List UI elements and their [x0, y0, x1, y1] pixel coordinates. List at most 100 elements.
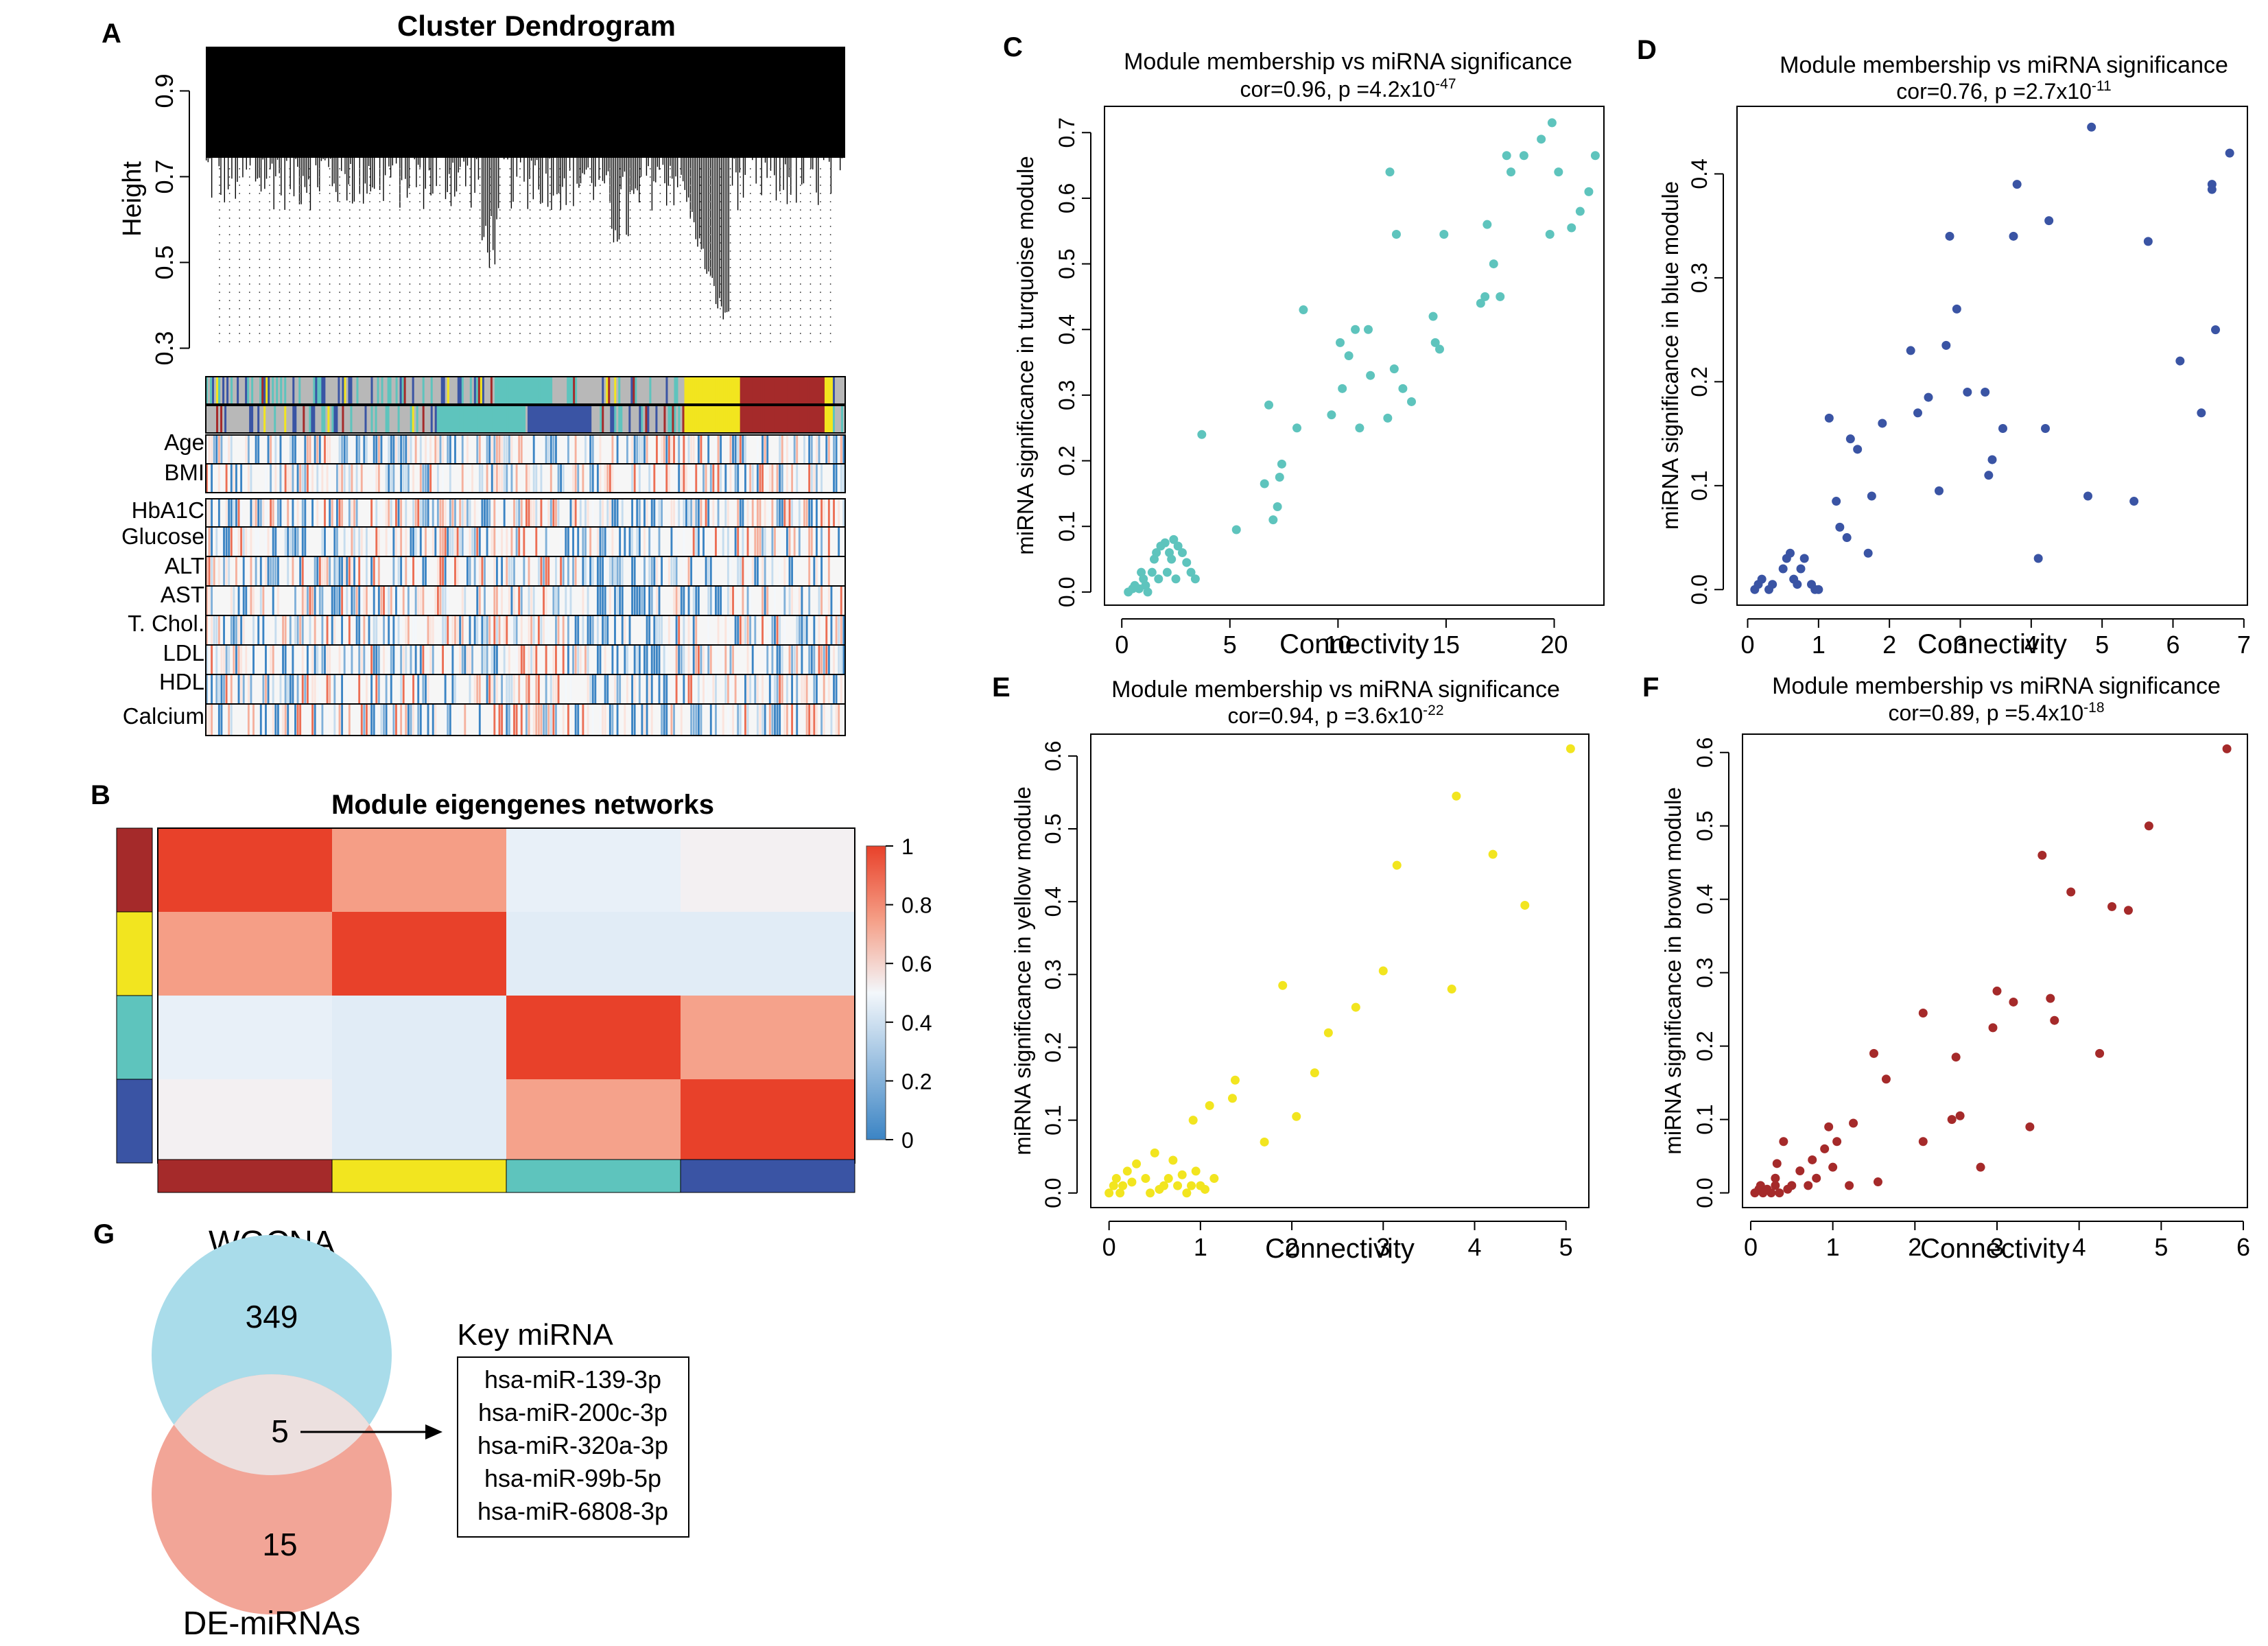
- module-color-cell: [473, 405, 477, 433]
- data-point: [2066, 887, 2076, 897]
- trait-cell: [259, 556, 262, 586]
- trait-cell: [759, 499, 761, 527]
- trait-cell: [540, 464, 543, 493]
- data-point: [1127, 1177, 1137, 1187]
- data-point: [1575, 207, 1585, 216]
- module-color-cell: [323, 377, 326, 404]
- module-color-cell: [795, 377, 799, 404]
- trait-cell: [284, 645, 287, 674]
- module-color-cell: [405, 405, 409, 433]
- trait-cell: [638, 704, 641, 736]
- trait-cell: [611, 645, 614, 674]
- trait-cell: [715, 586, 717, 615]
- trait-cell: [274, 435, 277, 464]
- trait-cell: [442, 645, 444, 674]
- data-point: [1808, 1155, 1817, 1164]
- trait-cell: [633, 586, 636, 615]
- trait-cell: [442, 435, 444, 464]
- trait-cell: [709, 586, 712, 615]
- trait-cell: [321, 586, 324, 615]
- trait-cell: [582, 464, 584, 493]
- module-color-cell: [692, 377, 696, 404]
- trait-cell: [294, 527, 296, 556]
- trait-cell: [326, 435, 329, 464]
- trait-cell: [301, 527, 304, 556]
- module-color-cell: [445, 405, 448, 433]
- trait-cell: [476, 435, 479, 464]
- trait-cell: [840, 615, 842, 645]
- key-mirna-item: hsa-miR-99b-5p: [484, 1464, 661, 1492]
- module-color-cell: [298, 405, 301, 433]
- module-color-cell: [214, 377, 217, 404]
- trait-cell: [665, 464, 668, 493]
- trait-cell: [407, 586, 410, 615]
- trait-cell: [341, 435, 344, 464]
- trait-cell: [838, 704, 840, 736]
- trait-cell: [683, 586, 685, 615]
- trait-cell: [820, 704, 823, 736]
- trait-cell: [272, 645, 274, 674]
- trait-cell: [779, 464, 781, 493]
- trait-cell: [606, 674, 609, 704]
- trait-cell: [695, 615, 698, 645]
- trait-cell: [289, 527, 292, 556]
- data-point: [2197, 408, 2206, 418]
- trait-cell: [705, 464, 707, 493]
- module-color-cell: [278, 377, 281, 404]
- module-color-cell: [643, 405, 646, 433]
- module-color-cell: [521, 405, 524, 433]
- module-color-cell: [389, 405, 392, 433]
- trait-cell: [486, 499, 488, 527]
- trait-cell: [358, 674, 361, 704]
- module-color-cell: [467, 405, 471, 433]
- trait-cell: [589, 674, 592, 704]
- trait-cell: [537, 615, 540, 645]
- module-color-cell: [727, 377, 731, 404]
- trait-cell: [287, 674, 290, 704]
- trait-row-border: [205, 703, 846, 736]
- trait-cell: [602, 704, 604, 736]
- trait-cell: [358, 556, 361, 586]
- trait-cell: [692, 464, 695, 493]
- key-mirna-box: [457, 1356, 689, 1538]
- trait-cell: [805, 499, 808, 527]
- module-color-cell: [684, 377, 687, 404]
- trait-cell: [400, 527, 403, 556]
- data-point: [1434, 344, 1444, 354]
- trait-cell: [265, 556, 267, 586]
- trait-cell: [370, 704, 373, 736]
- trait-cell: [503, 645, 506, 674]
- trait-cell: [223, 645, 225, 674]
- trait-cell: [498, 704, 501, 736]
- trait-cell: [456, 615, 459, 645]
- module-color-cell: [274, 377, 276, 404]
- module-color-cell: [639, 405, 641, 433]
- module-color-cell: [641, 377, 643, 404]
- module-color-cell: [606, 405, 609, 433]
- trait-cell: [827, 556, 830, 586]
- trait-cell: [471, 527, 474, 556]
- data-point: [1584, 187, 1594, 196]
- trait-cell: [530, 499, 533, 527]
- trait-cell: [579, 645, 582, 674]
- trait-cell: [764, 556, 766, 586]
- panel-letter-e: E: [992, 672, 1011, 703]
- module-color-cell: [352, 377, 355, 404]
- module-color-cell: [294, 377, 297, 404]
- trait-cell: [353, 586, 355, 615]
- module-color-cell: [465, 405, 469, 433]
- trait-cell: [419, 527, 422, 556]
- trait-cell: [776, 615, 779, 645]
- trait-cell: [316, 645, 319, 674]
- trait-cell: [820, 645, 823, 674]
- module-color-cell: [682, 377, 685, 404]
- trait-cell: [314, 615, 316, 645]
- module-color-cell: [807, 377, 811, 404]
- module-color-cell: [442, 405, 446, 433]
- x-tick-label: 10: [1324, 631, 1351, 659]
- trait-cell: [692, 674, 695, 704]
- subtitle-exponent: -11: [2092, 78, 2112, 94]
- module-color-cell: [307, 377, 309, 404]
- trait-cell: [528, 704, 530, 736]
- module-color-cell: [672, 405, 675, 433]
